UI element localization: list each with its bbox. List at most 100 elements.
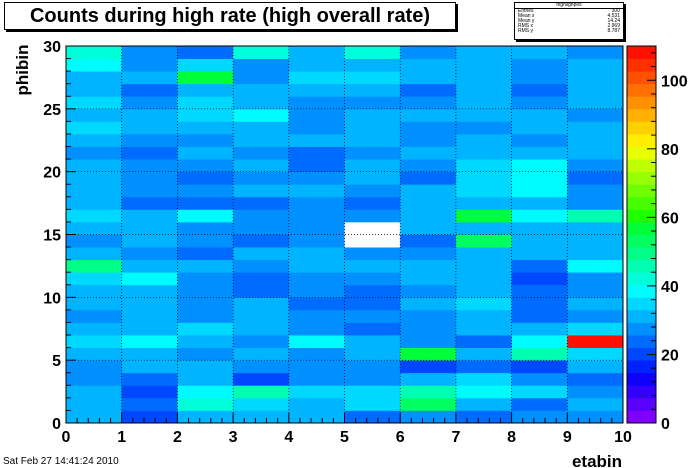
heatmap-cell xyxy=(511,121,568,135)
heatmap-cell xyxy=(177,259,234,273)
heatmap-cell xyxy=(177,221,234,235)
y-tick-label: 25 xyxy=(43,102,61,119)
heatmap-cell xyxy=(233,146,290,160)
stats-value: 4.531 xyxy=(607,13,620,19)
heatmap-cell xyxy=(344,385,401,399)
heatmap-cell xyxy=(455,234,512,248)
heatmap-cell xyxy=(233,159,290,173)
heatmap-cell xyxy=(177,322,234,336)
heatmap-cell xyxy=(400,272,457,286)
heatmap-cell xyxy=(455,71,512,85)
heatmap-cell xyxy=(344,71,401,85)
heatmap-cell xyxy=(233,108,290,122)
heatmap-cell xyxy=(344,121,401,135)
heatmap-cell xyxy=(288,171,345,185)
heatmap-cell xyxy=(233,221,290,235)
color-scale-swatch xyxy=(627,209,656,223)
color-scale-swatch xyxy=(627,347,656,361)
heatmap-cell xyxy=(288,360,345,374)
y-tick-label: 5 xyxy=(52,353,61,370)
heatmap-cell xyxy=(288,133,345,147)
heatmap-cell xyxy=(121,133,178,147)
heatmap-cell xyxy=(177,121,234,135)
heatmap-cell xyxy=(121,335,178,348)
stats-row: RMS y 8.787 xyxy=(515,29,623,34)
heatmap-cell xyxy=(66,146,123,160)
heatmap-cell xyxy=(567,184,624,198)
heatmap-cell xyxy=(66,385,123,399)
heatmap-cell xyxy=(288,196,345,210)
heatmap-cell xyxy=(455,96,512,110)
heatmap-cell xyxy=(400,335,457,348)
heatmap-cell xyxy=(400,96,457,110)
x-tick-label: 9 xyxy=(563,429,572,446)
heatmap-cell xyxy=(288,322,345,336)
z-tick-label: 80 xyxy=(661,142,679,159)
heatmap-cell xyxy=(177,71,234,85)
heatmap-cell xyxy=(66,209,123,223)
heatmap-cell xyxy=(66,184,123,198)
heatmap-cell xyxy=(288,108,345,122)
heatmap-cell xyxy=(288,83,345,97)
heatmap-cell xyxy=(567,159,624,173)
heatmap-cell xyxy=(121,272,178,286)
z-tick-label: 60 xyxy=(661,210,679,227)
y-tick-label: 10 xyxy=(43,290,61,307)
heatmap-cell xyxy=(121,171,178,185)
heatmap-cell xyxy=(455,360,512,374)
heatmap-cell xyxy=(288,58,345,72)
heatmap-cell xyxy=(233,360,290,374)
heatmap-cell xyxy=(567,335,624,348)
heatmap-cell xyxy=(233,209,290,223)
heatmap-cell xyxy=(66,259,123,273)
y-tick-label: 20 xyxy=(43,165,61,182)
heatmap-cell xyxy=(288,385,345,399)
color-scale-swatch xyxy=(627,221,656,235)
heatmap-cell xyxy=(567,146,624,160)
heatmap-cell xyxy=(121,347,178,361)
stats-label: Entries xyxy=(518,8,534,14)
heatmap-cell xyxy=(567,385,624,399)
heatmap-cell xyxy=(288,309,345,323)
heatmap-cell xyxy=(66,309,123,323)
heatmap-cell xyxy=(567,284,624,298)
heatmap-cell xyxy=(567,397,624,411)
heatmap-cell xyxy=(511,385,568,399)
heatmap-cell xyxy=(400,247,457,261)
heatmap-cell xyxy=(233,347,290,361)
heatmap-cell xyxy=(400,108,457,122)
heatmap-cell xyxy=(400,397,457,411)
heatmap-cell xyxy=(511,46,568,59)
heatmap-cell xyxy=(66,360,123,374)
heatmap-cell xyxy=(344,297,401,311)
heatmap-cell xyxy=(121,284,178,298)
heatmap-cell xyxy=(233,272,290,286)
heatmap-cell xyxy=(511,272,568,286)
color-scale-swatch xyxy=(627,360,656,374)
heatmap-cell xyxy=(177,209,234,223)
heatmap-cell xyxy=(66,96,123,110)
color-scale-swatch xyxy=(627,397,656,411)
color-scale-swatch xyxy=(627,272,656,286)
y-tick-label: 0 xyxy=(52,416,61,433)
heatmap-cell xyxy=(511,284,568,298)
heatmap-cell xyxy=(455,322,512,336)
color-scale-swatch xyxy=(627,196,656,210)
heatmap-cell xyxy=(177,46,234,59)
heatmap-cell xyxy=(455,184,512,198)
heatmap-cell xyxy=(400,184,457,198)
heatmap-cell xyxy=(400,146,457,160)
stats-value: 300 xyxy=(611,8,620,14)
heatmap-cell xyxy=(455,58,512,72)
heatmap-cell xyxy=(288,259,345,273)
heatmap-cell xyxy=(233,58,290,72)
color-scale-swatch xyxy=(627,322,656,336)
heatmap-cell xyxy=(288,335,345,348)
heatmap-cell xyxy=(66,284,123,298)
stats-value: 2.969 xyxy=(607,23,620,29)
heatmap-cell xyxy=(121,146,178,160)
heatmap-cell xyxy=(455,121,512,135)
heatmap-cell xyxy=(455,272,512,286)
heatmap-cell xyxy=(66,121,123,135)
